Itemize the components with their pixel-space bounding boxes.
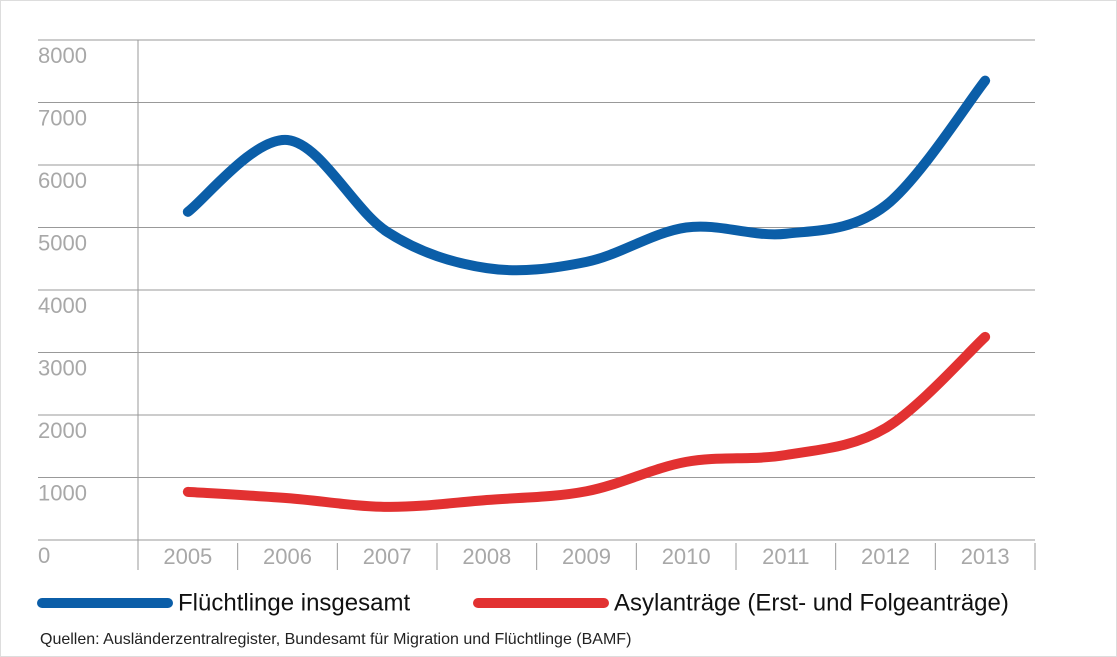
line xyxy=(182,75,991,276)
y-tick-label: 8000 xyxy=(38,43,87,68)
y-tick-label: 1000 xyxy=(38,480,87,505)
legend-label: Asylanträge (Erst- und Folgeanträge) xyxy=(614,589,1009,616)
y-tick-label: 5000 xyxy=(38,230,87,255)
x-tick-label: 2012 xyxy=(861,544,910,569)
y-tick-label: 6000 xyxy=(38,168,87,193)
legend-label: Flüchtlinge insgesamt xyxy=(178,589,410,616)
x-tick-label: 2009 xyxy=(562,544,611,569)
x-tick-label: 2011 xyxy=(762,544,809,569)
x-tick-label: 2006 xyxy=(263,544,312,569)
line xyxy=(182,331,991,512)
x-tick-label: 2007 xyxy=(363,544,412,569)
x-tick-label: 2010 xyxy=(662,544,711,569)
y-tick-label: 0 xyxy=(38,543,50,568)
y-tick-label: 4000 xyxy=(38,293,87,318)
y-tick-label: 7000 xyxy=(38,105,87,130)
y-tick-label: 2000 xyxy=(38,418,87,443)
source: Quellen: Ausländerzentralregister, Bunde… xyxy=(40,631,631,648)
x-tick-label: 2005 xyxy=(163,544,212,569)
x-tick-label: 2008 xyxy=(462,544,511,569)
x-tick-label: 2013 xyxy=(961,544,1010,569)
y-tick-label: 3000 xyxy=(38,355,87,380)
